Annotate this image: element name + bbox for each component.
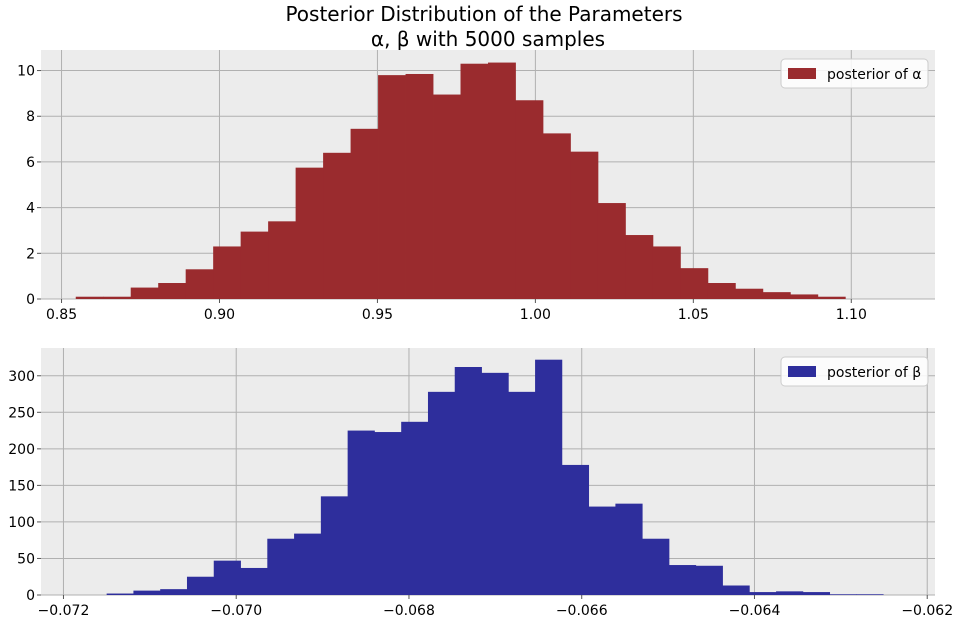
histogram-bar xyxy=(185,269,214,299)
histogram-bar xyxy=(615,503,643,595)
histogram-bar xyxy=(405,73,434,299)
histogram-bar xyxy=(350,128,379,299)
histogram-bar xyxy=(158,283,187,299)
legend: posterior of β xyxy=(780,356,929,387)
histogram-bar xyxy=(508,391,536,595)
histogram-bar xyxy=(802,592,831,595)
x-tick-label: −0.064 xyxy=(729,603,781,619)
histogram-bar xyxy=(347,430,375,595)
y-tick-label: 6 xyxy=(26,155,35,171)
histogram-bar xyxy=(588,506,616,595)
x-tick-label: −0.070 xyxy=(210,603,262,619)
histogram-bar xyxy=(776,591,804,595)
histogram-bar xyxy=(722,585,750,595)
histogram-bar xyxy=(790,294,819,299)
y-tick-label: 150 xyxy=(8,478,35,494)
histogram-bar xyxy=(323,152,351,299)
legend-box xyxy=(780,356,929,387)
histogram-bar xyxy=(817,296,846,299)
y-tick-label: 0 xyxy=(26,292,35,308)
x-tick-label: 1.00 xyxy=(520,307,551,323)
beta-posterior-histogram-panel: −0.072 −0.070 −0.068 −0.066 −0.064 −0.062 0 50 1… xyxy=(8,348,953,619)
histogram-bar xyxy=(695,565,723,595)
histogram-bar xyxy=(130,287,159,299)
histogram-bar xyxy=(378,75,406,299)
y-tick-label: 0 xyxy=(26,588,35,604)
x-tick-label: 0.90 xyxy=(204,307,235,323)
x-tick-label: −0.068 xyxy=(383,603,435,619)
x-tick-label: 0.85 xyxy=(46,307,77,323)
histogram-bar xyxy=(427,391,456,595)
histogram-bar xyxy=(535,359,563,595)
histogram-bar xyxy=(213,246,242,299)
histogram-bar xyxy=(488,62,516,299)
histogram-bar xyxy=(481,372,509,595)
histogram-bar xyxy=(320,496,349,595)
y-tick-label: 4 xyxy=(26,201,35,217)
histogram-bar xyxy=(160,589,188,595)
x-tick-label: 1.10 xyxy=(836,307,867,323)
histogram-bar xyxy=(597,203,626,299)
histogram-bar xyxy=(268,221,297,299)
legend: posterior of α xyxy=(780,58,929,89)
y-tick-label: 50 xyxy=(17,551,35,567)
histogram-bar xyxy=(294,533,322,595)
histogram-bar xyxy=(133,590,161,595)
legend-swatch xyxy=(788,366,816,377)
histogram-bar xyxy=(542,133,571,299)
histogram-bar xyxy=(213,560,241,595)
y-tick-label: 200 xyxy=(8,442,35,458)
y-tick-label: 2 xyxy=(26,246,35,262)
x-tick-label: 0.95 xyxy=(362,307,393,323)
histogram-bar xyxy=(267,538,295,595)
histogram-bar xyxy=(707,283,736,299)
histogram-bar xyxy=(103,296,132,299)
histogram-bar xyxy=(561,464,590,595)
histogram-bar xyxy=(829,594,857,595)
chart-title-line-1: Posterior Distribution of the Parameters xyxy=(285,2,682,26)
y-tick-label: 300 xyxy=(8,369,35,385)
x-tick-label: −0.072 xyxy=(38,603,90,619)
x-tick-label: −0.066 xyxy=(556,603,608,619)
x-tick-label: −0.062 xyxy=(901,603,953,619)
histogram-bar xyxy=(433,94,461,299)
histogram-bar xyxy=(401,421,429,595)
histogram-bar xyxy=(295,167,324,299)
y-tick-label: 10 xyxy=(17,64,35,80)
histogram-bar xyxy=(515,100,544,299)
x-tick-label: 1.05 xyxy=(678,307,709,323)
histogram-bar xyxy=(642,538,670,595)
histogram-bar xyxy=(240,567,268,595)
histogram-bar xyxy=(454,367,482,595)
histogram-bar xyxy=(856,594,884,595)
histogram-bar xyxy=(749,592,777,595)
histogram-bar xyxy=(75,296,104,299)
histogram-bar xyxy=(680,268,709,299)
legend-box xyxy=(780,58,929,89)
legend-swatch xyxy=(788,68,816,79)
legend-label: posterior of β xyxy=(827,365,921,381)
histogram-bar xyxy=(762,292,791,299)
alpha-posterior-histogram-panel: 0.85 0.90 0.95 1.00 1.05 1.10 0 2 4 6 8 10 posterior… xyxy=(17,50,935,323)
histogram-bar xyxy=(374,432,402,595)
legend-label: posterior of α xyxy=(827,67,921,83)
histogram-bar xyxy=(570,151,599,299)
histogram-bar xyxy=(240,231,269,299)
histogram-bar xyxy=(652,246,681,299)
histogram-bar xyxy=(625,235,654,299)
y-tick-label: 100 xyxy=(8,515,35,531)
histogram-bar xyxy=(460,63,489,299)
histogram-bar xyxy=(106,593,134,595)
chart-title-line-2: α, β with 5000 samples xyxy=(371,27,605,51)
y-tick-label: 8 xyxy=(26,109,35,125)
y-tick-label: 250 xyxy=(8,405,35,421)
histogram-bar xyxy=(186,576,215,595)
histogram-bar xyxy=(668,565,697,595)
histogram-bar xyxy=(735,288,764,299)
